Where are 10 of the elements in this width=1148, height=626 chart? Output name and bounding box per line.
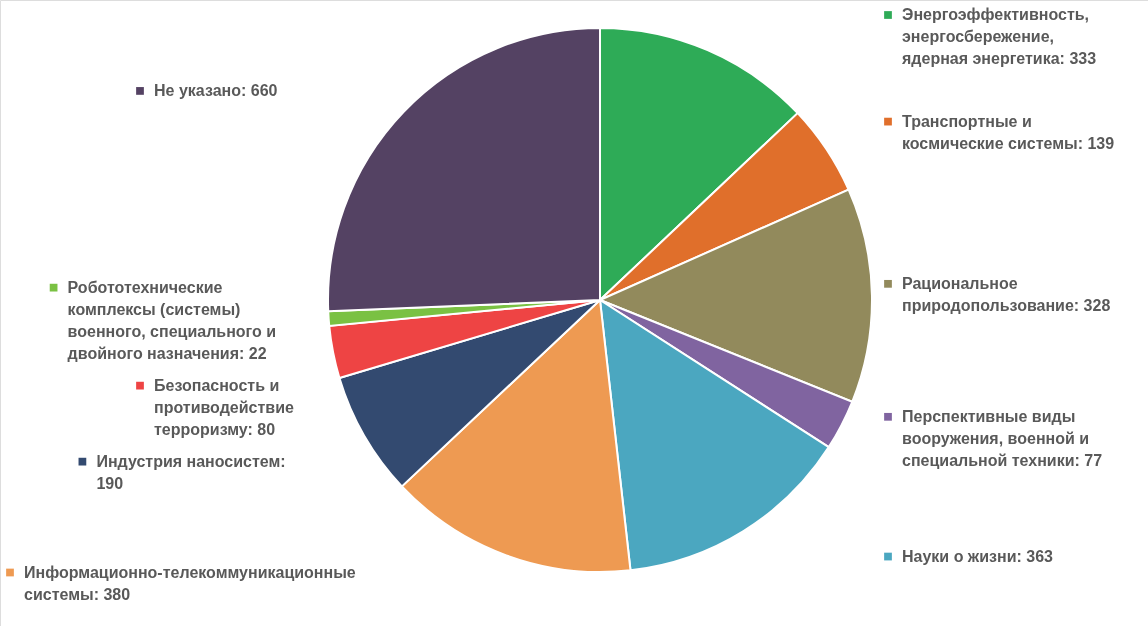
legend-label: Информационно-телекоммуникационные системы: 380 bbox=[24, 563, 356, 603]
legend-label: Перспективные виды вооружения, военной и специальной техники: 77 bbox=[902, 407, 1103, 469]
legend-label: Индустрия наносистем: 190 bbox=[96, 452, 286, 492]
legend-label: Робототехнические комплексы (системы) военного, специального и двойного назначения: 22 bbox=[67, 278, 277, 362]
legend-label: Энергоэффективность, энергосбережение, ядерная энергетика: 333 bbox=[901, 6, 1097, 67]
legend-label: Не указано: 660 bbox=[154, 81, 278, 99]
legend-label: Науки о жизни: 363 bbox=[902, 547, 1054, 565]
legend-label: Транспортные и космические системы: 139 bbox=[902, 112, 1115, 152]
legend-label: Безопасность и противодействие терроризму: 80 bbox=[154, 376, 294, 438]
legend-label: Рациональное природопользование: 328 bbox=[902, 274, 1111, 314]
